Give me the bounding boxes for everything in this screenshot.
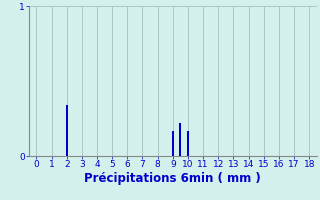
Bar	[187, 130, 189, 156]
Bar	[180, 123, 181, 156]
Bar	[66, 105, 68, 156]
X-axis label: Précipitations 6min ( mm ): Précipitations 6min ( mm )	[84, 172, 261, 185]
Bar	[172, 130, 174, 156]
